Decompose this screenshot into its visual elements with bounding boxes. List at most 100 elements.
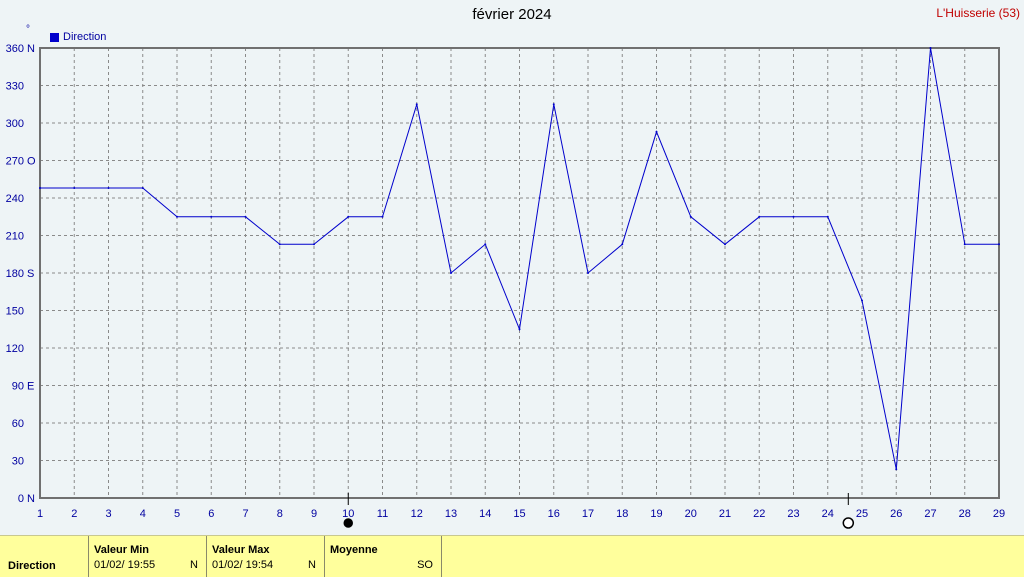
y-cardinal-label: E [27,381,34,393]
stats-footer: Direction Valeur Min 01/02/ 19:55 N Vale… [0,535,1024,577]
x-tick-label: 18 [616,508,628,520]
y-cardinal-label: O [27,156,36,168]
x-tick-label: 9 [311,508,317,520]
x-tick-label: 2 [71,508,77,520]
data-point [929,47,932,49]
x-tick-label: 22 [753,508,765,520]
y-cardinal-label: S [27,268,34,280]
x-tick-label: 14 [479,508,491,520]
data-point [655,130,658,133]
x-tick-label: 21 [719,508,731,520]
data-point [415,103,418,106]
data-point [963,243,966,246]
data-point [895,468,898,471]
y-tick-label: 180 [6,268,24,280]
x-tick-label: 1 [37,508,43,520]
x-tick-label: 6 [208,508,214,520]
x-tick-label: 23 [787,508,799,520]
plot-frame [39,47,1000,499]
y-tick-label: 210 [6,231,24,243]
footer-min-header: Valeur Min [94,544,150,556]
footer-row-label: Direction [8,560,56,572]
y-unit-label: ° [26,24,30,35]
chart-title: février 2024 [472,6,552,23]
y-tick-label: 150 [6,306,24,318]
data-point [381,215,384,218]
legend-label: Direction [63,31,107,43]
x-tick-label: 5 [174,508,180,520]
data-point [107,187,110,189]
footer-min-cell: Valeur Min 01/02/ 19:55 N [88,536,207,577]
footer-min-date: 01/02/ 19:55 [94,559,156,571]
x-tick-label: 28 [959,508,971,520]
data-point [484,243,487,246]
data-point [998,243,1000,246]
data-point [518,328,521,331]
y-tick-label: 300 [6,118,24,130]
data-point [621,243,624,246]
x-tick-label: 7 [242,508,248,520]
new-moon-icon [343,518,353,528]
x-tick-label: 19 [650,508,662,520]
footer-mean-header: Moyenne [330,544,378,556]
x-tick-label: 17 [582,508,594,520]
footer-mean-cell: Moyenne SO [324,536,442,577]
full-moon-icon [842,517,855,529]
x-tick-label: 4 [140,508,146,520]
data-point [861,299,863,302]
data-point [724,243,726,246]
y-tick-label: 240 [6,193,24,205]
data-point [689,215,692,218]
x-tick-label: 8 [277,508,283,520]
data-point [826,215,829,218]
y-cardinal-label: N [27,493,35,505]
footer-max-date: 01/02/ 19:54 [212,559,274,571]
y-tick-label: 330 [6,81,24,93]
x-tick-label: 12 [411,508,423,520]
data-point [278,243,281,246]
x-tick-label: 3 [105,508,111,520]
x-tick-label: 13 [445,508,457,520]
chart-area: 0306090120150180210240270300330360NESON1… [6,43,1005,529]
data-point [792,215,795,218]
footer-max-cell: Valeur Max 01/02/ 19:54 N [206,536,325,577]
x-tick-label: 10 [342,508,354,520]
data-point [210,215,213,218]
x-tick-label: 24 [822,508,834,520]
x-tick-label: 20 [685,508,697,520]
legend-swatch [50,32,59,42]
data-point [244,215,247,218]
data-point [450,272,452,274]
x-tick-label: 27 [924,508,936,520]
y-tick-label: 90 [12,381,24,393]
station-name: L'Huisserie (53) [936,6,1020,20]
y-tick-label: 120 [6,343,24,355]
x-tick-label: 16 [548,508,560,520]
legend: Direction [50,31,106,43]
data-point [758,215,761,218]
footer-mean-value: SO [417,559,433,571]
data-point [39,187,41,189]
data-point [552,103,555,106]
footer-row-label-cell: Direction [0,536,89,577]
data-point [176,215,178,218]
data-point [141,187,144,189]
y-tick-label: 60 [12,418,24,430]
footer-max-header: Valeur Max [212,544,270,556]
x-tick-label: 15 [513,508,525,520]
data-point [587,272,589,274]
x-tick-label: 11 [377,508,388,520]
x-tick-label: 26 [890,508,902,520]
y-tick-label: 30 [12,456,24,468]
data-point [347,215,350,218]
y-tick-label: 360 [6,43,24,55]
y-tick-label: 270 [6,156,24,168]
x-tick-label: 25 [856,508,868,520]
y-cardinal-label: N [27,43,35,55]
data-point [73,187,76,189]
y-tick-label: 0 [18,493,24,505]
x-tick-label: 29 [993,508,1005,520]
data-point [313,243,315,246]
footer-max-value: N [308,559,316,571]
footer-min-value: N [190,559,198,571]
